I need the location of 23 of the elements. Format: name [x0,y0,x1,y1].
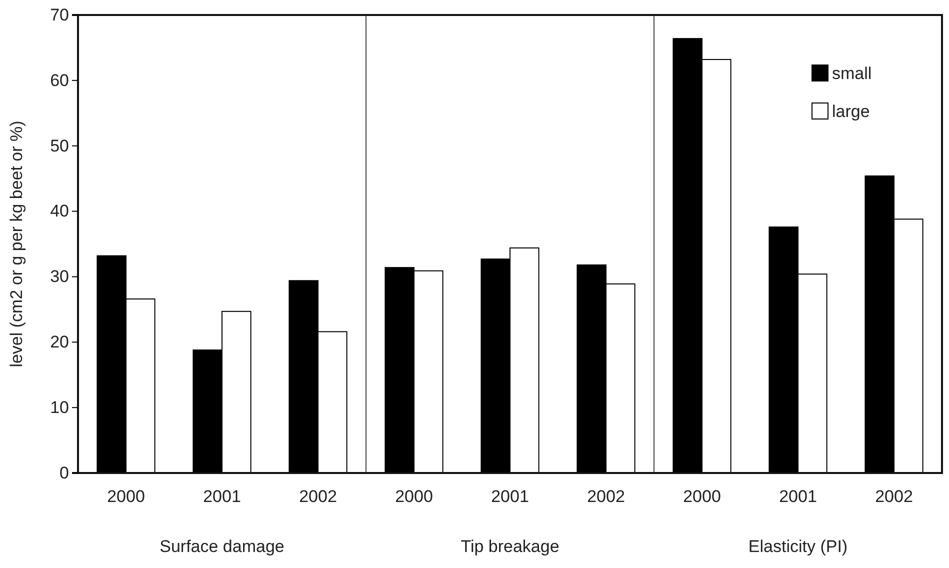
text: Elasticity (PI) [748,537,848,556]
x-tick-label: 2002 [875,487,913,506]
y-tick-label: 0 [60,463,69,482]
x-tick-label: 2000 [395,487,433,506]
x-tick-label: 2000 [107,487,145,506]
x-tick-label: 2002 [587,487,625,506]
legend-label: large [832,102,870,121]
x-tick-label: 2002 [299,487,337,506]
y-tick-label: 60 [50,70,69,90]
y-tick-label: 40 [50,202,69,221]
x-tick-label: 2001 [779,487,817,506]
x-tick-label: 2001 [203,487,241,506]
y-tick-label: 30 [50,267,69,286]
y-tick-label: 70 [50,5,69,24]
text: Tip breakage [460,537,560,556]
legend-label: small [832,64,872,83]
text: Surface damage [160,537,284,556]
x-tick-label: 2001 [491,487,529,506]
x-tick-label: 2000 [683,487,721,506]
y-tick-label: 50 [50,136,69,156]
y-axis-title: level (cm2 or g per kg beet or %) [7,120,26,368]
y-tick-label: 10 [50,398,69,418]
y-tick-label: 20 [50,332,69,352]
